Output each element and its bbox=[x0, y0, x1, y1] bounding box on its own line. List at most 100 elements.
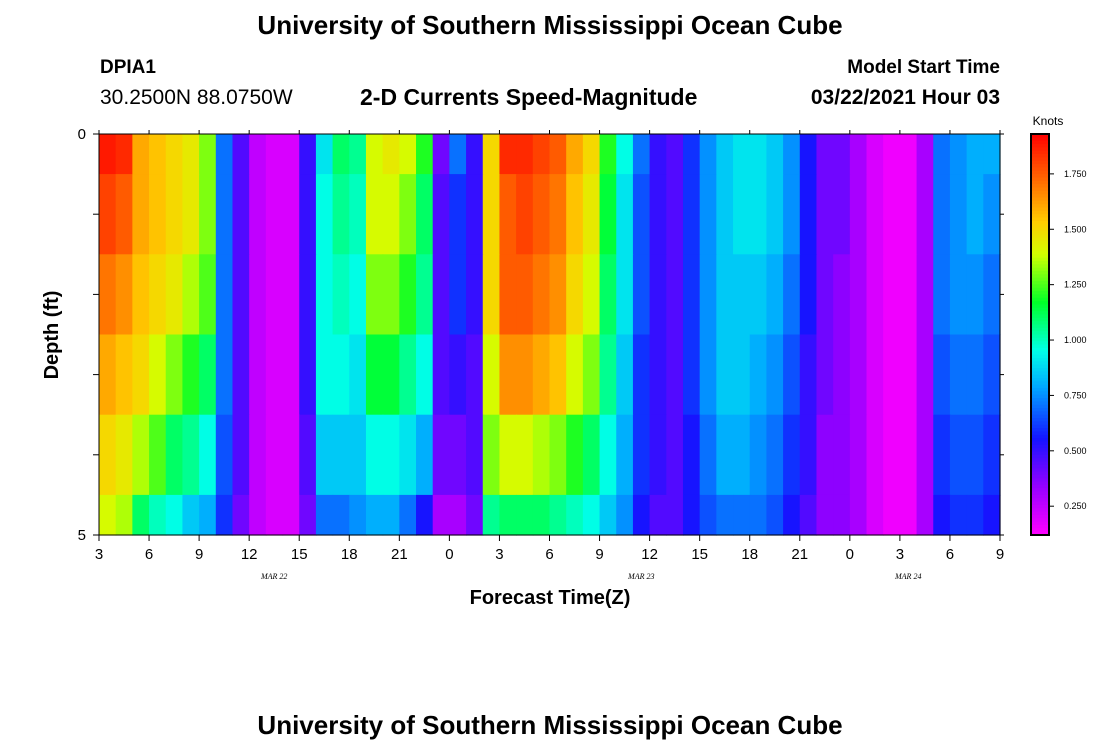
colorbar-segment bbox=[1031, 381, 1049, 386]
colorbar-segment bbox=[1031, 317, 1049, 322]
heatmap-cell bbox=[716, 174, 734, 255]
heatmap-cell bbox=[349, 334, 367, 416]
heatmap-cell bbox=[949, 134, 968, 175]
heatmap-cell bbox=[682, 134, 701, 175]
colorbar-segment bbox=[1031, 220, 1049, 225]
heatmap-cell bbox=[249, 414, 267, 496]
heatmap-cell bbox=[365, 134, 384, 175]
colorbar-segment bbox=[1031, 521, 1049, 526]
heatmap-cell bbox=[315, 494, 334, 536]
heatmap-cell bbox=[549, 174, 567, 255]
heatmap-cell bbox=[315, 134, 334, 175]
colorbar-segment bbox=[1031, 357, 1049, 362]
heatmap-cell bbox=[115, 334, 133, 416]
heatmap-cell bbox=[99, 174, 117, 255]
heatmap-cell bbox=[432, 334, 450, 416]
heatmap-cell bbox=[816, 494, 834, 536]
heatmap-cell bbox=[966, 414, 984, 496]
date-label: MAR 24 bbox=[894, 572, 921, 581]
colorbar-segment bbox=[1031, 438, 1049, 443]
heatmap-cell bbox=[232, 174, 250, 255]
heatmap-cell bbox=[582, 334, 601, 416]
heatmap-cell bbox=[582, 414, 601, 496]
heatmap-cell bbox=[933, 494, 951, 536]
heatmap-cell bbox=[849, 334, 868, 416]
colorbar-segment bbox=[1031, 230, 1049, 235]
heatmap-cell bbox=[666, 174, 684, 255]
heatmap-cell bbox=[733, 414, 751, 496]
heatmap-cell bbox=[949, 494, 968, 536]
colorbar-segment bbox=[1031, 511, 1049, 516]
heatmap-cell bbox=[449, 254, 467, 336]
heatmap-cell bbox=[199, 254, 217, 336]
heatmap-cell bbox=[749, 414, 768, 496]
colorbar-segment bbox=[1031, 327, 1049, 332]
heatmap-cell bbox=[165, 334, 184, 416]
heatmap-cell bbox=[666, 494, 684, 536]
heatmap-cell bbox=[933, 254, 951, 336]
colorbar-segment bbox=[1031, 274, 1049, 279]
heatmap-cell bbox=[482, 174, 501, 255]
colorbar-segment bbox=[1031, 501, 1049, 506]
heatmap-cell bbox=[399, 334, 417, 416]
heatmap-cell bbox=[282, 494, 300, 536]
heatmap-cell bbox=[115, 174, 133, 255]
heatmap-cell bbox=[299, 254, 317, 336]
heatmap-cell bbox=[833, 414, 851, 496]
heatmap-cell bbox=[282, 134, 300, 175]
colorbar-segment bbox=[1031, 307, 1049, 312]
colorbar-segment bbox=[1031, 418, 1049, 422]
heatmap-cell bbox=[265, 254, 284, 336]
x-tick-label: 21 bbox=[791, 546, 808, 563]
heatmap-cell bbox=[916, 494, 934, 536]
page-title: University of Southern Mississippi Ocean… bbox=[257, 10, 843, 40]
heatmap-cell bbox=[299, 414, 317, 496]
heatmap-cell bbox=[916, 134, 934, 175]
heatmap-cell bbox=[699, 254, 717, 336]
heatmap-cell bbox=[749, 334, 768, 416]
colorbar-segment bbox=[1031, 134, 1049, 138]
colorbar-segment bbox=[1031, 250, 1049, 255]
heatmap-cell bbox=[365, 414, 384, 496]
heatmap-cell bbox=[983, 414, 1001, 496]
heatmap-cell bbox=[432, 494, 450, 536]
colorbar-segment bbox=[1031, 397, 1049, 402]
heatmap-cell bbox=[132, 414, 150, 496]
heatmap-cell bbox=[966, 134, 984, 175]
colorbar-segment bbox=[1031, 408, 1049, 412]
heatmap-cell bbox=[649, 134, 667, 175]
heatmap-cell bbox=[482, 414, 501, 496]
heatmap-cell bbox=[532, 174, 551, 255]
colorbar-segment bbox=[1031, 204, 1049, 209]
colorbar-segment bbox=[1031, 321, 1049, 326]
heatmap-cell bbox=[916, 334, 934, 416]
heatmap-cell bbox=[849, 414, 868, 496]
colorbar-tick-label: 0.500 bbox=[1064, 446, 1087, 456]
heatmap-cell bbox=[99, 494, 117, 536]
heatmap-cell bbox=[716, 134, 734, 175]
heatmap-cell bbox=[582, 134, 601, 175]
heatmap-cell bbox=[282, 414, 300, 496]
heatmap-cell bbox=[349, 494, 367, 536]
heatmap-cell bbox=[232, 254, 250, 336]
x-tick-label: 6 bbox=[145, 546, 153, 563]
heatmap-cell bbox=[432, 134, 450, 175]
heatmap-cell bbox=[799, 254, 818, 336]
colorbar-segment bbox=[1031, 137, 1049, 142]
heatmap-cell bbox=[733, 134, 751, 175]
heatmap-cell bbox=[933, 334, 951, 416]
model-start-label: Model Start Time bbox=[847, 57, 1000, 78]
heatmap-cell bbox=[315, 254, 334, 336]
heatmap-cell bbox=[382, 174, 400, 255]
heatmap-cell bbox=[99, 334, 117, 416]
heatmap-cell bbox=[783, 174, 801, 255]
heatmap-cell bbox=[566, 134, 584, 175]
heatmap-cell bbox=[816, 334, 834, 416]
heatmap-cell bbox=[716, 414, 734, 496]
heatmap-cell bbox=[299, 134, 317, 175]
colorbar-segment bbox=[1031, 190, 1049, 195]
heatmap-cell bbox=[799, 134, 818, 175]
colorbar-segment bbox=[1031, 177, 1049, 182]
heatmap-cell bbox=[215, 254, 234, 336]
colorbar-segment bbox=[1031, 468, 1049, 473]
